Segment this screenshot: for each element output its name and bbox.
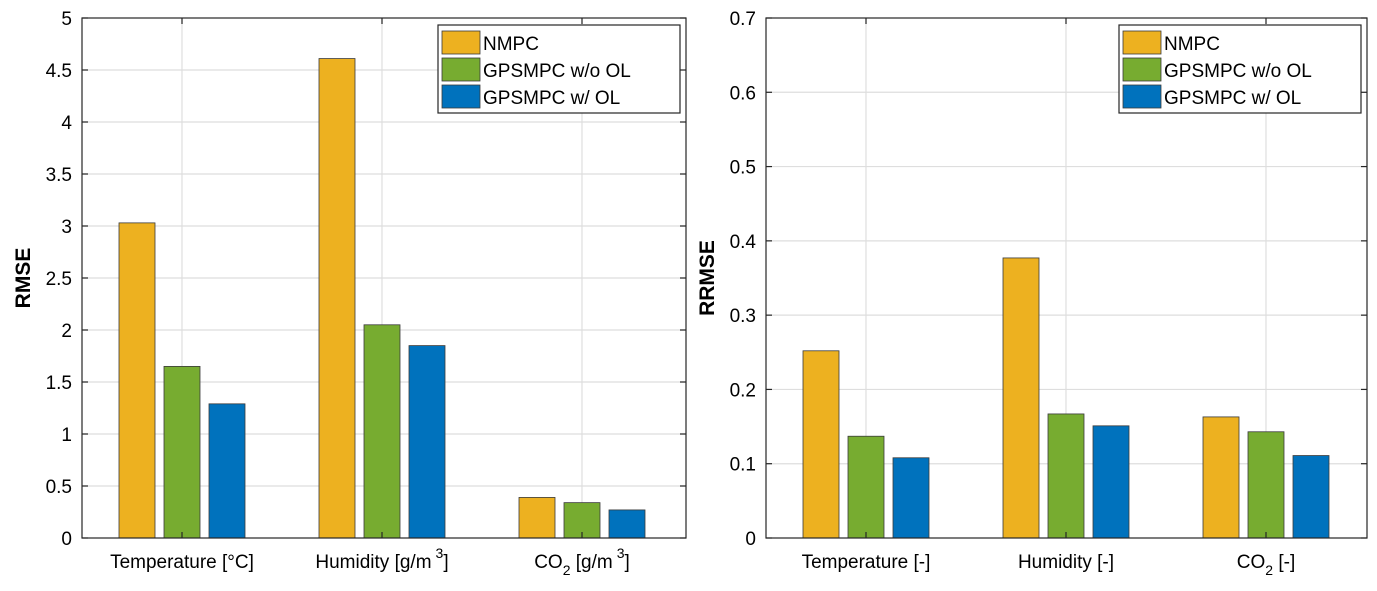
bar (1002, 257, 1040, 539)
y-tick-label: 0.7 (730, 9, 756, 30)
y-tick-label: 0.6 (730, 83, 756, 104)
x-tick-label: CO2 [-] (1237, 552, 1295, 578)
bar (1247, 431, 1285, 539)
y-tick-label: 0.3 (730, 306, 756, 327)
y-tick-label: 3 (61, 217, 72, 238)
rrmse-chart: 0 0.1 0.2 0.3 0.4 0.5 0.6 0.7 Temperature [-] Hum… (696, 9, 1368, 578)
y-tick-label: 0.5 (46, 477, 72, 498)
y-tick-label: 0.4 (730, 232, 757, 253)
legend-swatch (441, 84, 481, 109)
bar (163, 365, 201, 539)
y-tick-label: 0.2 (730, 380, 756, 401)
y-tick-label: 4.5 (46, 61, 72, 82)
bar (518, 497, 556, 539)
y-tick-label: 0.1 (730, 455, 756, 476)
y-tick-label: 0.5 (730, 158, 756, 179)
legend: NMPC GPSMPC w/o OL GPSMPC w/ OL (1118, 24, 1362, 114)
legend-swatch (441, 57, 481, 82)
bar (118, 222, 156, 539)
bar (1202, 416, 1240, 539)
legend-entry: GPSMPC w/o OL (1164, 61, 1312, 82)
x-tick-label: Temperature [-] (802, 552, 931, 573)
legend-entry: NMPC (483, 34, 539, 55)
y-axis-label: RMSE (12, 248, 35, 309)
y-tick-label: 2 (61, 321, 72, 342)
y-axis-label: RRMSE (696, 240, 719, 316)
bar (363, 324, 401, 539)
y-tick-label: 0 (745, 529, 756, 550)
legend-swatch (1122, 84, 1162, 109)
y-tick-label: 5 (61, 9, 72, 30)
bar (408, 345, 446, 539)
legend-entry: GPSMPC w/ OL (1164, 88, 1301, 109)
y-tick-label: 1 (61, 425, 72, 446)
legend-entry: GPSMPC w/ OL (483, 88, 620, 109)
bar (1047, 413, 1085, 539)
y-tick-label: 3.5 (46, 165, 72, 186)
y-tick-label: 2.5 (46, 269, 72, 290)
bar (1092, 425, 1130, 539)
bar (208, 403, 246, 539)
x-tick-label: CO2 [g/m 3] (534, 545, 630, 578)
bar (318, 58, 356, 539)
legend-swatch (1122, 57, 1162, 82)
legend-entry: GPSMPC w/o OL (483, 61, 631, 82)
legend: NMPC GPSMPC w/o OL GPSMPC w/ OL (437, 24, 681, 114)
bar (802, 350, 840, 539)
y-tick-label: 1.5 (46, 373, 72, 394)
legend-swatch (441, 30, 481, 55)
legend-entry: NMPC (1164, 34, 1220, 55)
y-tick-label: 0 (61, 529, 72, 550)
legend-swatch (1122, 30, 1162, 55)
y-tick-label: 4 (61, 113, 72, 134)
bar (847, 435, 885, 539)
bar (892, 457, 930, 539)
x-tick-label: Humidity [-] (1018, 552, 1114, 573)
rmse-chart: 0 0.5 1 1.5 2 2.5 3 3.5 4 4.5 5 Temperature [°C] Hum… (12, 9, 687, 578)
x-tick-label: Temperature [°C] (110, 552, 254, 573)
bar (1292, 455, 1330, 539)
x-tick-label: Humidity [g/m 3] (315, 545, 448, 573)
bar (608, 509, 646, 539)
